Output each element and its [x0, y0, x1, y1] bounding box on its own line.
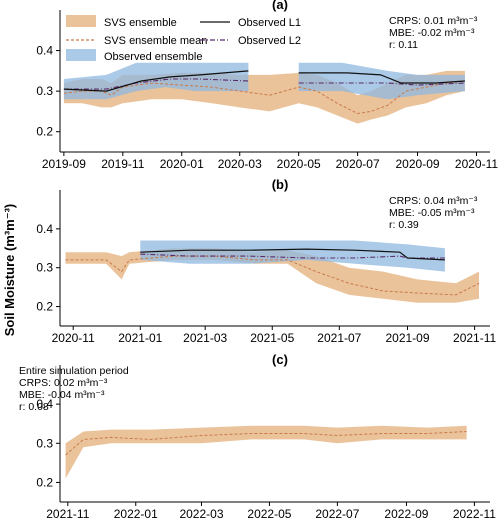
x-tick-label: 2021-07 [317, 331, 361, 345]
y-tick-label: 0.3 [36, 261, 53, 275]
stats-text: MBE: -0.04 m³m⁻³ [19, 389, 105, 401]
panel-label: (c) [272, 352, 288, 367]
x-tick-label: 2020-05 [277, 157, 321, 171]
x-tick-label: 2021-11 [453, 331, 496, 345]
stats-text: CRPS: 0.04 m³m⁻³ [389, 195, 478, 207]
svs-ensemble-mean-line [65, 431, 467, 456]
x-tick-label: 2021-01 [118, 331, 162, 345]
svs-ensemble-mean-line [65, 255, 480, 296]
panel-1: 0.2 0.3 0.4 2019-09 2019-11 2020-01 2020-03 202… [36, 0, 498, 171]
panels: 0.2 0.3 0.4 2019-09 2019-11 2020-01 2020-03 202… [19, 0, 498, 520]
y-axis-label: Soil Moisture (m³m⁻³) [2, 204, 17, 337]
x-tick-label: 2021-03 [183, 331, 227, 345]
observed-l2-line [63, 78, 249, 90]
stats-text: r: 0.39 [389, 219, 419, 231]
observed-l2-line [140, 253, 445, 259]
stats-text: r: 0.11 [389, 39, 418, 51]
x-tick-label: 2022-03 [179, 507, 223, 520]
x-tick-label: 2020-09 [396, 157, 440, 171]
x-tick-label: 2020-07 [336, 157, 380, 171]
x-tick-label: 2021-09 [385, 331, 429, 345]
y-tick-label: 0.3 [36, 436, 53, 450]
legend-swatch [66, 15, 96, 27]
panel-label: (a) [272, 0, 288, 12]
x-tick-label: 2022-11 [453, 507, 496, 520]
y-tick-label: 0.4 [36, 397, 53, 411]
x-tick-label: 2020-01 [160, 157, 204, 171]
legend-label: Observed L2 [238, 35, 301, 47]
legend-label: Observed L1 [238, 17, 301, 29]
x-tick-label: 2022-05 [247, 507, 291, 520]
stats-text: CRPS: 0.01 m³m⁻³ [389, 15, 478, 27]
observed-l2-line [298, 82, 465, 86]
legend-label: SVS ensemble [104, 17, 177, 29]
y-tick-label: 0.4 [36, 44, 53, 58]
x-tick-label: 2022-01 [114, 507, 158, 520]
y-tick-label: 0.2 [36, 475, 53, 489]
svs-ensemble-mean-line [63, 80, 465, 115]
y-tick-label: 0.4 [36, 222, 53, 236]
observed-ensemble-band [298, 62, 465, 100]
x-tick-label: 2020-11 [455, 157, 498, 171]
y-tick-label: 0.2 [36, 125, 53, 139]
legend-label: Observed ensemble [104, 51, 202, 63]
x-tick-label: 2019-11 [101, 157, 144, 171]
stats-text: Entire simulation period [19, 365, 129, 377]
x-tick-label: 2019-09 [42, 157, 86, 171]
observed-l1-line [140, 248, 445, 261]
panel-label: (b) [272, 177, 289, 192]
panel-2: 0.2 0.3 0.4 2020-11 2021-01 2021-03 2021-05 202… [36, 177, 496, 345]
observed-l1-line [63, 70, 249, 92]
svs-ensemble-band [65, 425, 467, 479]
legend-label: SVS ensemble mean [104, 35, 207, 47]
y-tick-label: 0.2 [36, 300, 53, 314]
legend: SVS ensemble SVS ensemble mean Observed en… [66, 15, 301, 63]
x-tick-label: 2022-09 [384, 507, 428, 520]
y-tick-label: 0.3 [36, 84, 53, 98]
x-tick-label: 2020-03 [218, 157, 262, 171]
x-tick-label: 2022-07 [315, 507, 359, 520]
stats-text: MBE: -0.02 m³m⁻³ [389, 27, 475, 39]
observed-l1-line [298, 72, 465, 84]
stats-text: r: 0.08 [19, 401, 49, 413]
stats-text: MBE: -0.05 m³m⁻³ [389, 207, 475, 219]
observed-ensemble-band [140, 240, 445, 272]
stats-text: CRPS: 0.02 m³m⁻³ [19, 377, 108, 389]
panel-3: 0.2 0.3 0.4 2021-11 2022-01 2022-03 2022-05 202… [19, 352, 496, 520]
x-tick-label: 2021-11 [46, 507, 89, 520]
x-tick-label: 2020-11 [52, 331, 95, 345]
x-tick-label: 2021-05 [250, 331, 294, 345]
legend-swatch [66, 49, 96, 61]
